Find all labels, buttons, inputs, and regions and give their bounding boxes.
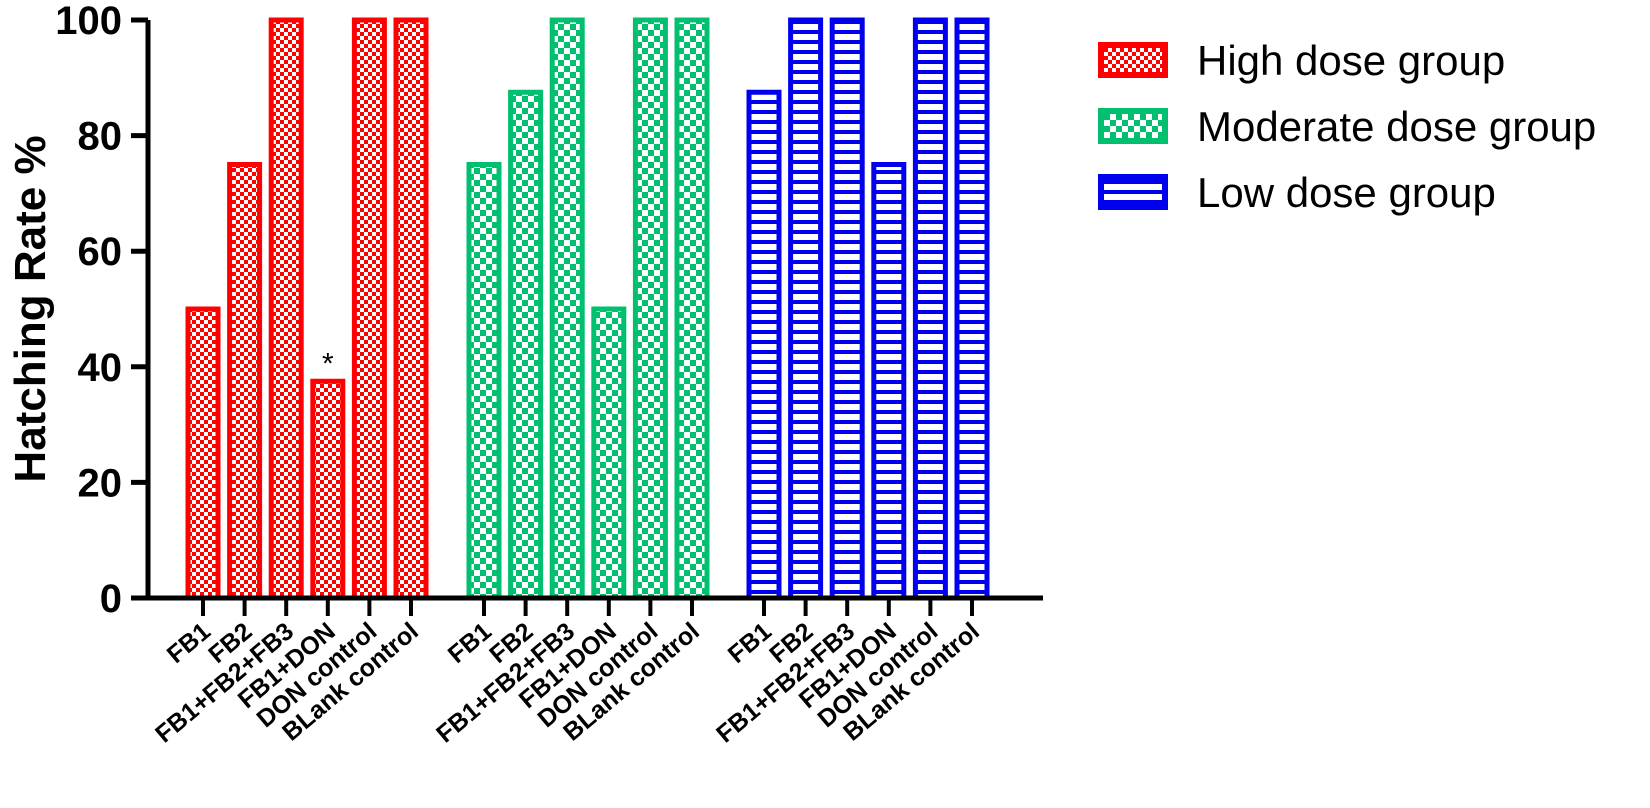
bar-fb1-fb2-fb3-2	[829, 17, 865, 601]
y-tick-label: 100	[55, 0, 122, 43]
bar-fb1-1	[466, 162, 502, 601]
legend-label: Low dose group	[1197, 169, 1496, 216]
legend: High dose group Moderate dose group Low do…	[1098, 37, 1596, 216]
y-tick-label: 40	[78, 346, 123, 390]
bar-fb2-1	[508, 89, 544, 601]
legend-swatch	[1098, 108, 1168, 144]
bar-fb2-0	[227, 162, 263, 601]
y-tick-label: 60	[78, 230, 123, 274]
legend-swatch	[1098, 174, 1168, 210]
bar-fb1-2	[746, 89, 782, 601]
significance-marker: *	[322, 347, 334, 380]
legend-label: High dose group	[1197, 37, 1505, 84]
axes	[145, 20, 1043, 601]
bar-don-control-0	[351, 17, 387, 601]
legend-swatch	[1098, 42, 1168, 78]
y-axis-title: Hatching Rate %	[6, 135, 55, 482]
bar-fb1-0	[185, 306, 221, 601]
bar-blank-control-0	[393, 17, 429, 601]
legend-label: Moderate dose group	[1197, 103, 1596, 150]
bar-fb1-fb2-fb3-1	[549, 17, 585, 601]
bar-don-control-2	[912, 17, 948, 601]
y-tick-label: 80	[78, 115, 123, 159]
bars	[185, 17, 990, 601]
y-tick-label: 20	[78, 461, 123, 505]
bar-fb1-don-2	[871, 162, 907, 601]
bar-blank-control-2	[954, 17, 990, 601]
y-ticks: 0 20 40 60 80 100	[55, 0, 148, 621]
y-tick-label: 0	[100, 577, 122, 621]
bar-fb1-don-0	[310, 378, 346, 601]
bar-fb1-fb2-fb3-0	[268, 17, 304, 601]
bar-fb2-2	[788, 17, 824, 601]
bar-fb1-don-1	[591, 306, 627, 601]
bar-blank-control-1	[674, 17, 710, 601]
bar-don-control-1	[632, 17, 668, 601]
annotations: *	[322, 347, 334, 380]
